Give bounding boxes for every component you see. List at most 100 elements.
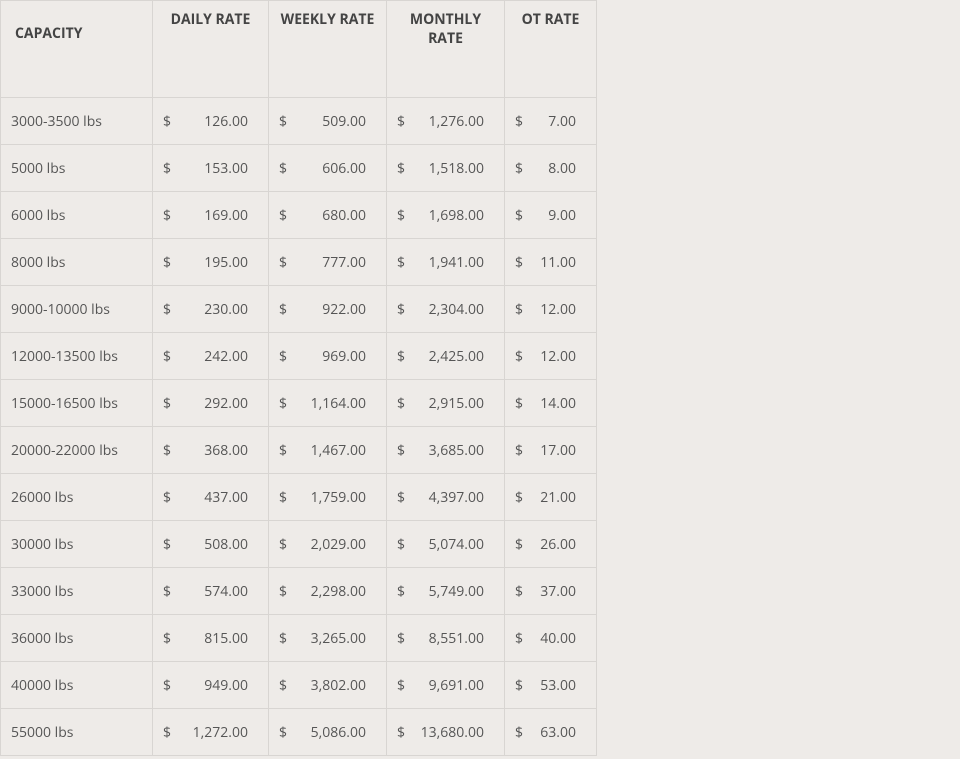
currency-symbol: $ — [515, 582, 523, 601]
cell-weekly: $3,802.00 — [269, 662, 387, 709]
cell-value: 230.00 — [171, 300, 248, 319]
cell-ot: $12.00 — [505, 286, 597, 333]
table-row: 5000 lbs$153.00$606.00$1,518.00$8.00 — [1, 145, 597, 192]
table-row: 55000 lbs$1,272.00$5,086.00$13,680.00$63… — [1, 709, 597, 756]
cell-value: 1,698.00 — [405, 206, 484, 225]
cell-monthly: $5,074.00 — [387, 521, 505, 568]
currency-symbol: $ — [279, 723, 287, 742]
cell-value: 4,397.00 — [405, 488, 484, 507]
currency-symbol: $ — [397, 676, 405, 695]
cell-monthly: $8,551.00 — [387, 615, 505, 662]
currency-symbol: $ — [515, 347, 523, 366]
cell-value: 126.00 — [171, 112, 248, 131]
cell-weekly: $606.00 — [269, 145, 387, 192]
cell-ot: $8.00 — [505, 145, 597, 192]
table-row: 36000 lbs$815.00$3,265.00$8,551.00$40.00 — [1, 615, 597, 662]
table-row: 9000-10000 lbs$230.00$922.00$2,304.00$12… — [1, 286, 597, 333]
cell-ot: $63.00 — [505, 709, 597, 756]
rates-table: CAPACITY DAILY RATE WEEKLY RATE MONTHLY … — [0, 0, 597, 756]
cell-value: 292.00 — [171, 394, 248, 413]
currency-symbol: $ — [279, 488, 287, 507]
currency-symbol: $ — [397, 206, 405, 225]
cell-value: 509.00 — [287, 112, 366, 131]
cell-capacity: 3000-3500 lbs — [1, 98, 153, 145]
cell-daily: $508.00 — [153, 521, 269, 568]
currency-symbol: $ — [397, 394, 405, 413]
table-row: 20000-22000 lbs$368.00$1,467.00$3,685.00… — [1, 427, 597, 474]
currency-symbol: $ — [163, 535, 171, 554]
cell-daily: $1,272.00 — [153, 709, 269, 756]
currency-symbol: $ — [163, 629, 171, 648]
cell-value: 815.00 — [171, 629, 248, 648]
cell-value: 9.00 — [523, 206, 576, 225]
cell-value: 1,518.00 — [405, 159, 484, 178]
cell-value: 153.00 — [171, 159, 248, 178]
cell-ot: $37.00 — [505, 568, 597, 615]
currency-symbol: $ — [279, 535, 287, 554]
cell-monthly: $13,680.00 — [387, 709, 505, 756]
table-row: 15000-16500 lbs$292.00$1,164.00$2,915.00… — [1, 380, 597, 427]
cell-daily: $437.00 — [153, 474, 269, 521]
currency-symbol: $ — [163, 723, 171, 742]
currency-symbol: $ — [397, 582, 405, 601]
currency-symbol: $ — [279, 676, 287, 695]
cell-monthly: $3,685.00 — [387, 427, 505, 474]
cell-weekly: $3,265.00 — [269, 615, 387, 662]
cell-value: 169.00 — [171, 206, 248, 225]
cell-daily: $949.00 — [153, 662, 269, 709]
cell-value: 2,029.00 — [287, 535, 366, 554]
cell-daily: $242.00 — [153, 333, 269, 380]
currency-symbol: $ — [397, 488, 405, 507]
cell-monthly: $1,518.00 — [387, 145, 505, 192]
currency-symbol: $ — [515, 253, 523, 272]
cell-value: 63.00 — [523, 723, 576, 742]
cell-value: 37.00 — [523, 582, 576, 601]
cell-ot: $14.00 — [505, 380, 597, 427]
col-header-capacity: CAPACITY — [1, 1, 153, 98]
cell-monthly: $9,691.00 — [387, 662, 505, 709]
cell-value: 9,691.00 — [405, 676, 484, 695]
currency-symbol: $ — [397, 629, 405, 648]
currency-symbol: $ — [515, 394, 523, 413]
table-row: 6000 lbs$169.00$680.00$1,698.00$9.00 — [1, 192, 597, 239]
cell-daily: $230.00 — [153, 286, 269, 333]
cell-value: 3,802.00 — [287, 676, 366, 695]
currency-symbol: $ — [163, 253, 171, 272]
currency-symbol: $ — [279, 159, 287, 178]
cell-value: 8,551.00 — [405, 629, 484, 648]
currency-symbol: $ — [515, 488, 523, 507]
cell-value: 26.00 — [523, 535, 576, 554]
cell-weekly: $5,086.00 — [269, 709, 387, 756]
cell-daily: $153.00 — [153, 145, 269, 192]
cell-capacity: 12000-13500 lbs — [1, 333, 153, 380]
cell-capacity: 5000 lbs — [1, 145, 153, 192]
cell-value: 3,265.00 — [287, 629, 366, 648]
currency-symbol: $ — [397, 300, 405, 319]
cell-value: 1,272.00 — [171, 723, 248, 742]
currency-symbol: $ — [515, 723, 523, 742]
table-row: 26000 lbs$437.00$1,759.00$4,397.00$21.00 — [1, 474, 597, 521]
cell-value: 922.00 — [287, 300, 366, 319]
cell-value: 242.00 — [171, 347, 248, 366]
currency-symbol: $ — [163, 394, 171, 413]
cell-value: 1,467.00 — [287, 441, 366, 460]
currency-symbol: $ — [515, 676, 523, 695]
currency-symbol: $ — [279, 394, 287, 413]
currency-symbol: $ — [397, 347, 405, 366]
currency-symbol: $ — [515, 206, 523, 225]
currency-symbol: $ — [397, 535, 405, 554]
currency-symbol: $ — [397, 253, 405, 272]
cell-value: 777.00 — [287, 253, 366, 272]
currency-symbol: $ — [515, 300, 523, 319]
col-header-daily: DAILY RATE — [153, 1, 269, 98]
cell-weekly: $680.00 — [269, 192, 387, 239]
currency-symbol: $ — [515, 112, 523, 131]
currency-symbol: $ — [397, 723, 405, 742]
cell-value: 14.00 — [523, 394, 576, 413]
currency-symbol: $ — [279, 347, 287, 366]
table-header-row: CAPACITY DAILY RATE WEEKLY RATE MONTHLY … — [1, 1, 597, 98]
cell-monthly: $4,397.00 — [387, 474, 505, 521]
table-row: 33000 lbs$574.00$2,298.00$5,749.00$37.00 — [1, 568, 597, 615]
cell-weekly: $2,298.00 — [269, 568, 387, 615]
cell-ot: $21.00 — [505, 474, 597, 521]
